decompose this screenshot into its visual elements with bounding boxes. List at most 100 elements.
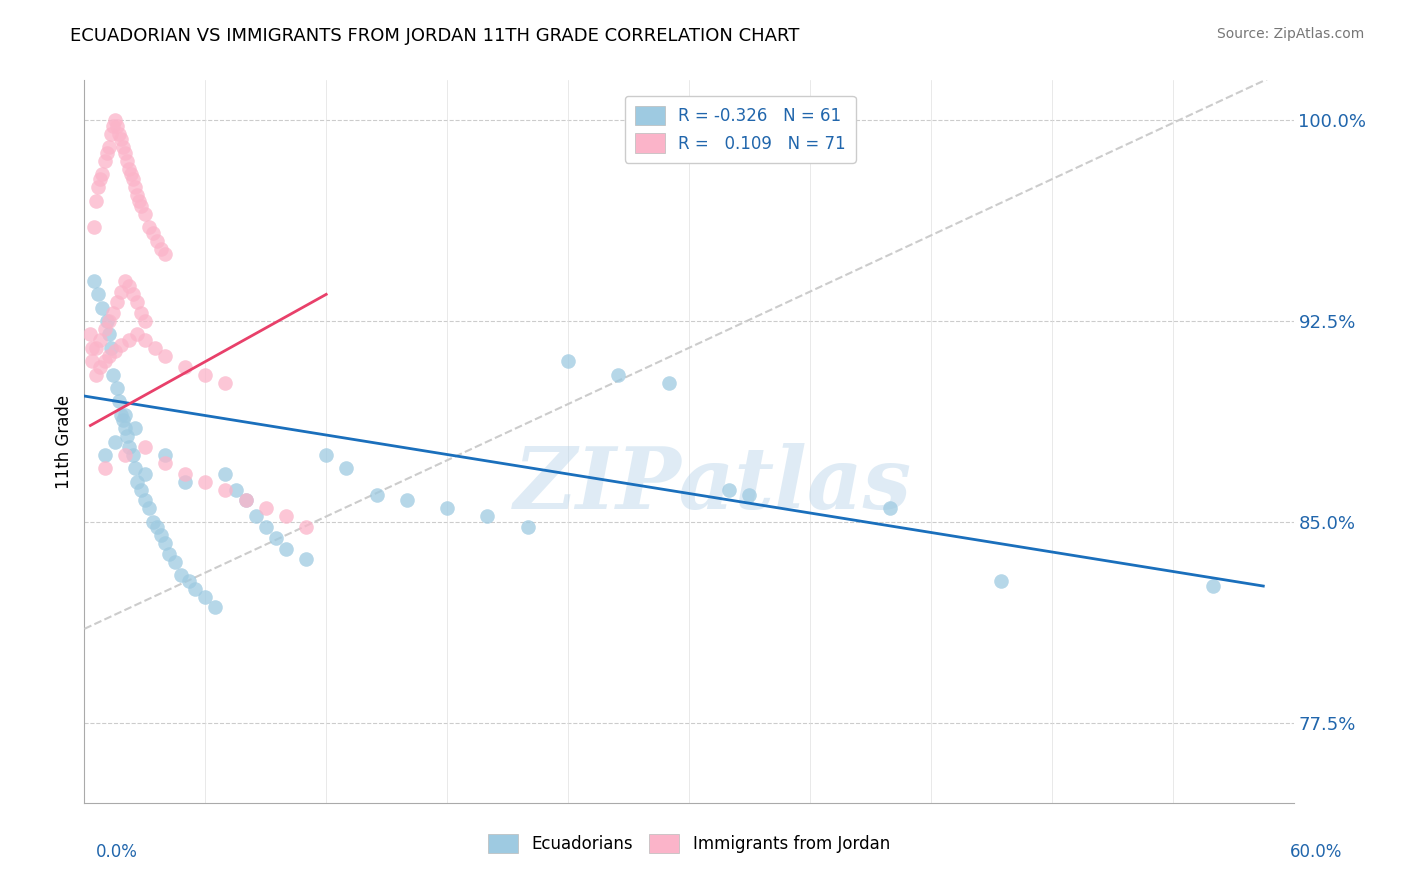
Point: [170, 568, 193, 582]
Point: [96, 145, 118, 160]
Point: [295, 520, 318, 534]
Point: [82, 354, 104, 368]
Point: [315, 448, 337, 462]
Point: [990, 574, 1012, 588]
Point: [214, 467, 236, 481]
Point: [89, 333, 111, 347]
Point: [89, 359, 111, 374]
Point: [114, 421, 136, 435]
Point: [121, 448, 143, 462]
Point: [738, 488, 761, 502]
Point: [153, 456, 176, 470]
Point: [100, 341, 122, 355]
Point: [120, 167, 142, 181]
Point: [194, 590, 217, 604]
Point: [101, 119, 124, 133]
Point: [607, 368, 630, 382]
Point: [134, 440, 156, 454]
Point: [235, 493, 257, 508]
Point: [129, 306, 152, 320]
Point: [204, 600, 226, 615]
Text: 0.0%: 0.0%: [96, 843, 138, 861]
Point: [86, 368, 108, 382]
Point: [174, 467, 197, 481]
Point: [124, 180, 146, 194]
Point: [89, 172, 111, 186]
Point: [125, 188, 148, 202]
Point: [274, 509, 297, 524]
Point: [118, 279, 141, 293]
Point: [86, 194, 108, 208]
Point: [100, 127, 122, 141]
Point: [93, 322, 115, 336]
Point: [138, 220, 160, 235]
Point: [101, 306, 124, 320]
Point: [114, 145, 136, 160]
Point: [146, 520, 169, 534]
Point: [214, 483, 236, 497]
Text: ZIPatlas: ZIPatlas: [515, 443, 912, 526]
Point: [134, 467, 156, 481]
Point: [557, 354, 579, 368]
Point: [86, 341, 108, 355]
Point: [153, 536, 176, 550]
Point: [125, 295, 148, 310]
Point: [93, 354, 115, 368]
Point: [87, 180, 110, 194]
Point: [114, 448, 136, 462]
Point: [335, 461, 357, 475]
Point: [79, 327, 101, 342]
Point: [134, 493, 156, 508]
Point: [96, 314, 118, 328]
Point: [91, 301, 114, 315]
Legend: Ecuadorians, Immigrants from Jordan: Ecuadorians, Immigrants from Jordan: [481, 827, 897, 860]
Point: [107, 127, 129, 141]
Point: [115, 153, 138, 168]
Point: [114, 408, 136, 422]
Point: [104, 343, 127, 358]
Point: [194, 368, 217, 382]
Point: [114, 274, 136, 288]
Point: [121, 287, 143, 301]
Point: [138, 501, 160, 516]
Point: [110, 338, 132, 352]
Point: [101, 368, 124, 382]
Point: [91, 167, 114, 181]
Point: [225, 483, 247, 497]
Point: [111, 140, 134, 154]
Point: [104, 113, 127, 128]
Point: [274, 541, 297, 556]
Point: [105, 381, 128, 395]
Point: [295, 552, 318, 566]
Point: [93, 153, 115, 168]
Point: [134, 314, 156, 328]
Point: [97, 140, 120, 154]
Point: [245, 509, 267, 524]
Point: [134, 333, 156, 347]
Point: [658, 376, 681, 390]
Point: [111, 413, 134, 427]
Y-axis label: 11th Grade: 11th Grade: [55, 394, 73, 489]
Point: [121, 172, 143, 186]
Point: [254, 520, 277, 534]
Point: [118, 333, 141, 347]
Point: [143, 341, 166, 355]
Point: [118, 161, 141, 176]
Point: [194, 475, 217, 489]
Point: [174, 475, 197, 489]
Point: [254, 501, 277, 516]
Point: [146, 234, 169, 248]
Point: [134, 207, 156, 221]
Point: [97, 349, 120, 363]
Point: [264, 531, 287, 545]
Point: [125, 475, 148, 489]
Point: [124, 461, 146, 475]
Point: [87, 287, 110, 301]
Point: [184, 582, 207, 596]
Point: [110, 285, 132, 299]
Point: [93, 448, 115, 462]
Point: [153, 448, 176, 462]
Point: [83, 274, 105, 288]
Point: [105, 119, 128, 133]
Point: [97, 314, 120, 328]
